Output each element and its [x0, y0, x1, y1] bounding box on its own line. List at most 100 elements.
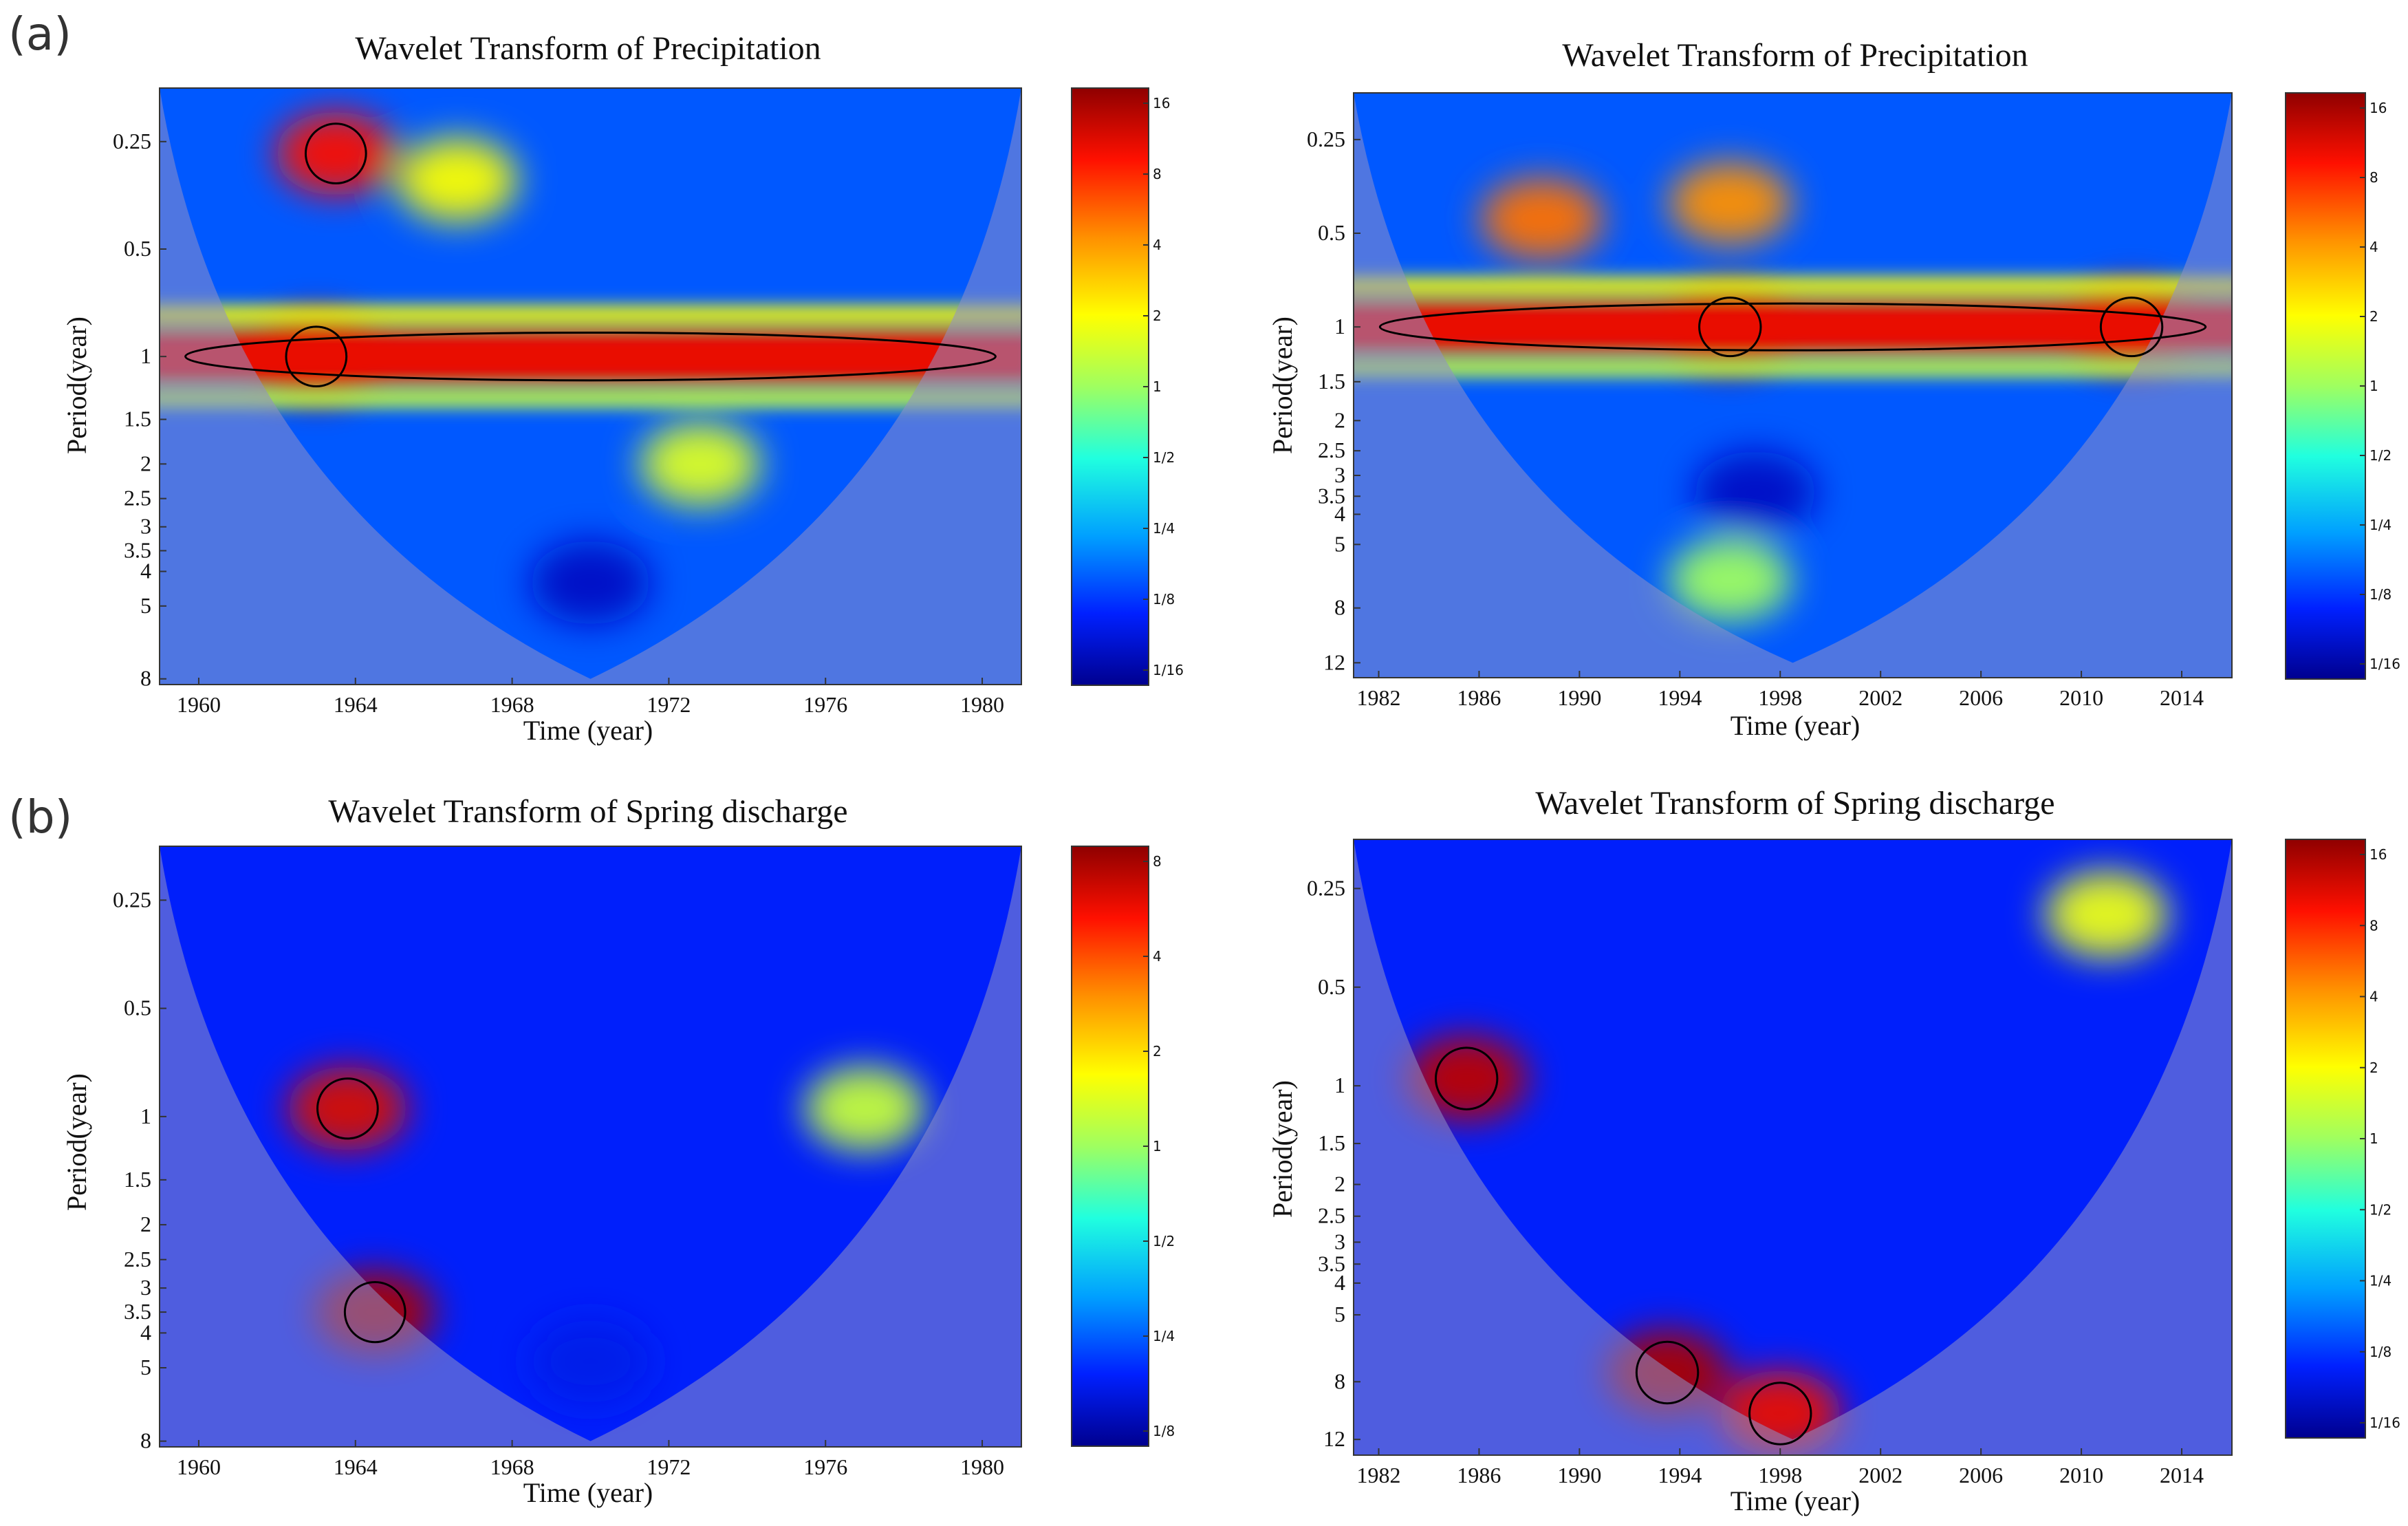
x-tick-label: 1976: [803, 1454, 847, 1479]
x-ticks: 1960 1964 1968 1972 1976 1980: [177, 678, 1004, 717]
panel-a-right: Wavelet Transform of Precipitation Time …: [1267, 37, 2400, 741]
power-blob: [275, 111, 397, 195]
y-tick-label: 2: [1334, 407, 1345, 432]
panel-title: Wavelet Transform of Precipitation: [355, 30, 821, 67]
y-axis-label: Period(year): [1267, 316, 1298, 454]
colorbar-gradient: [2285, 839, 2366, 1439]
colorbar-tick-label: 8: [1153, 853, 1162, 870]
colorbar-tick-label: 2: [1153, 1043, 1162, 1060]
x-tick-label: 1976: [803, 692, 847, 717]
colorbar-tick-label: 1/8: [1153, 1423, 1175, 1439]
power-blob: [287, 1066, 409, 1151]
panel-b-right: Wavelet Transform of Spring discharge Ti…: [1267, 785, 2400, 1516]
y-tick-label: 0.5: [1318, 220, 1345, 245]
annual-band-edge: [1354, 277, 2232, 295]
annual-band: [1354, 300, 2232, 354]
x-tick-label: 1968: [490, 692, 534, 717]
x-tick-label: 1972: [647, 692, 691, 717]
x-tick-label: 1998: [1758, 685, 1802, 710]
y-tick-label: 0.25: [113, 129, 151, 153]
power-blob: [530, 1319, 651, 1404]
x-tick-label: 2002: [1858, 1463, 1902, 1487]
colorbar-tick-label: 16: [1153, 95, 1170, 111]
x-ticks: 1982 1986 1990 1994 1998 2002 2006 2010 2014: [1356, 1448, 2204, 1487]
colorbar-tick-label: 1/4: [1153, 1328, 1175, 1344]
x-axis-label: Time (year): [523, 1477, 653, 1508]
y-tick-label: 3.5: [1318, 483, 1345, 508]
x-tick-label: 2006: [1959, 1463, 2003, 1487]
colorbar-tick-label: 1: [2369, 378, 2378, 394]
colorbar-tick-label: 1/2: [2369, 1201, 2391, 1218]
y-tick-label: 2.5: [124, 486, 151, 511]
colorbar-tick-label: 1/8: [2369, 586, 2391, 603]
colorbar-tick-label: 1/4: [2369, 1273, 2391, 1289]
colorbar-tick-label: 16: [2369, 846, 2387, 863]
panel-title: Wavelet Transform of Precipitation: [1562, 37, 2028, 74]
y-tick-label: 12: [1323, 1426, 1345, 1451]
y-tick-label: 4: [140, 1320, 151, 1344]
significance-contour: [1378, 302, 2207, 352]
plot-frame: [1353, 92, 2233, 678]
y-tick-label: 0.5: [124, 996, 151, 1020]
power-blob: [804, 1066, 925, 1151]
panel-title: Wavelet Transform of Spring discharge: [328, 793, 847, 830]
colorbar-tick-label: 1/2: [1153, 1233, 1175, 1249]
significance-contour: [343, 1280, 406, 1344]
y-tick-label: 0.25: [113, 887, 151, 912]
y-ticks: 0.25 0.5 1 1.5 2 2.533.54 5 8 12: [1307, 875, 1360, 1451]
colorbar-gradient: [1071, 846, 1149, 1447]
y-tick-label: 4: [140, 559, 151, 583]
x-tick-label: 1964: [334, 1454, 378, 1479]
panel-label-a: (a): [8, 8, 72, 61]
y-axis-label: Period(year): [61, 1073, 92, 1211]
significance-contour: [1434, 1046, 1499, 1110]
y-tick-label: 1: [1334, 1073, 1345, 1097]
significance-contour: [304, 122, 367, 184]
colorbar-tick-label: 1/16: [1153, 662, 1184, 678]
x-tick-label: 1982: [1356, 1463, 1400, 1487]
y-tick-label: 3: [140, 514, 151, 539]
y-tick-label: 8: [1334, 595, 1345, 620]
y-tick-label: 2.5: [1318, 438, 1345, 462]
panel-a-left: Wavelet Transform of Precipitation Time …: [61, 30, 1184, 746]
colorbar-tick-label: 2: [1153, 308, 1162, 324]
colorbar-tick-label: 1/8: [2369, 1344, 2391, 1360]
x-tick-label: 2010: [2059, 1463, 2103, 1487]
colorbar-gradient: [2285, 92, 2366, 680]
y-tick-label: 1.5: [124, 1167, 151, 1192]
plot-area: [159, 87, 1022, 685]
colorbar-tick-label: 4: [2369, 239, 2378, 255]
x-ticks: 1960 1964 1968 1972 1976 1980: [177, 1440, 1004, 1479]
y-tick-label: 1.5: [1318, 369, 1345, 394]
colorbar-tick-label: 2: [2369, 308, 2378, 325]
panel-label-b: (b): [8, 791, 72, 843]
colorbar: 16 8 4 2 1 1/2 1/4 1/8 1/16: [1071, 87, 1184, 686]
x-tick-label: 1982: [1356, 685, 1400, 710]
y-tick-label: 3.5: [124, 1299, 151, 1324]
colorbar-tick-label: 1/2: [1153, 449, 1175, 466]
x-axis-label: Time (year): [1731, 1485, 1860, 1516]
significance-contour: [316, 1077, 379, 1140]
x-tick-label: 2014: [2160, 685, 2204, 710]
y-tick-label: 3: [1334, 1229, 1345, 1254]
colorbar-tick-label: 8: [2369, 917, 2378, 934]
y-tick-label: 0.25: [1307, 875, 1345, 900]
power-blob: [1693, 451, 1817, 534]
y-tick-label: 1.5: [1318, 1130, 1345, 1155]
y-ticks: 0.25 0.5 1 1.5 2 2.5 33.54 5 8: [113, 129, 166, 691]
colorbar-tick-label: 1/4: [1153, 520, 1175, 537]
colorbar: 16 8 4 2 1 1/2 1/4 1/8 1/16: [2285, 839, 2400, 1439]
y-tick-label: 4: [1334, 502, 1345, 526]
y-tick-label: 5: [1334, 531, 1345, 556]
y-ticks: 0.25 0.5 1 1.5 2 2.533.54 5 8 12: [1307, 127, 1360, 674]
x-tick-label: 1998: [1758, 1463, 1802, 1487]
power-blob: [1480, 178, 1604, 260]
y-tick-label: 8: [1334, 1368, 1345, 1393]
colorbar: 16 8 4 2 1 1/2 1/4 1/8 1/16: [2285, 92, 2400, 680]
y-tick-label: 8: [140, 666, 151, 691]
y-tick-label: 1: [140, 343, 151, 368]
x-tick-label: 1980: [960, 692, 1004, 717]
annual-band-edge: [1354, 358, 2232, 377]
power-blob: [1668, 162, 1792, 244]
y-tick-label: 3.5: [124, 537, 151, 562]
